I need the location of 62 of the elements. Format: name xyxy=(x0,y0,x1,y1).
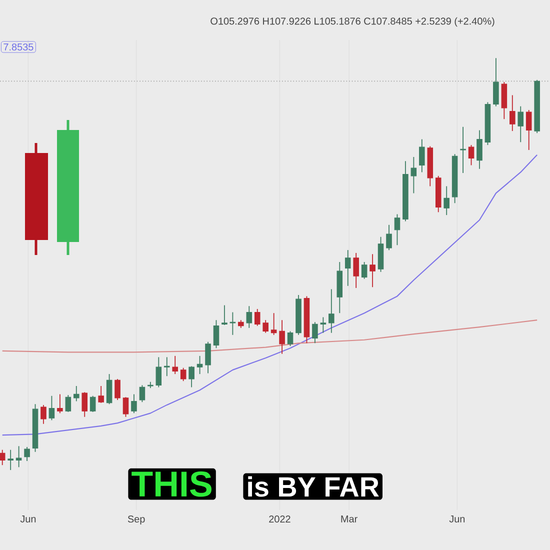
candlestick xyxy=(526,110,532,150)
text: THIS xyxy=(132,471,212,497)
candlestick xyxy=(213,320,220,349)
candlestick xyxy=(254,308,260,326)
candlestick xyxy=(164,356,170,377)
candlestick xyxy=(262,320,268,334)
x-tick-label: Jun xyxy=(449,516,465,522)
candlestick xyxy=(287,330,294,346)
candlestick xyxy=(122,396,129,418)
candlestick xyxy=(444,186,450,216)
candlestick xyxy=(468,144,474,166)
candlestick xyxy=(370,254,376,288)
x-tick-label: Sep xyxy=(128,516,145,525)
candlestick xyxy=(328,288,334,334)
candlestick xyxy=(460,126,466,174)
candlestick xyxy=(106,374,112,405)
candlestick xyxy=(518,106,524,143)
candlestick xyxy=(57,394,63,414)
candlestick xyxy=(476,130,482,170)
candlestick xyxy=(410,156,417,194)
candlestick xyxy=(114,378,120,400)
candlestick xyxy=(230,312,236,336)
candlestick xyxy=(48,395,55,421)
candlestick xyxy=(172,355,178,374)
candlestick xyxy=(16,446,22,468)
candlestick xyxy=(320,316,326,334)
text: 7.8535 xyxy=(4,43,34,51)
candlestick xyxy=(0,449,6,466)
candlestick xyxy=(8,449,14,470)
candlestick xyxy=(394,214,400,246)
candlestick xyxy=(205,341,211,374)
candlestick xyxy=(246,306,252,328)
candlestick xyxy=(180,367,186,382)
text: O105.2976 H107.9226 L105.1876 C107.8485 +2.5239 (+2.40%) xyxy=(210,17,494,27)
candlestick xyxy=(82,392,88,418)
candlestick xyxy=(501,82,508,120)
candlestick xyxy=(139,384,146,403)
candlestick xyxy=(279,320,285,354)
candlestick xyxy=(344,250,351,286)
candlestick xyxy=(270,312,277,336)
candlestick xyxy=(90,395,96,412)
x-tick-label: Mar xyxy=(341,516,358,522)
candlestick xyxy=(188,366,194,388)
candlestick xyxy=(98,386,104,404)
candlestick xyxy=(312,322,318,344)
candlestick xyxy=(156,356,162,388)
candlestick xyxy=(74,386,80,402)
candlestick xyxy=(510,94,516,132)
candlestick xyxy=(222,304,228,326)
candlestick xyxy=(493,58,499,107)
x-tick-label: 2022 xyxy=(269,516,290,523)
candlestick xyxy=(40,404,46,424)
candlestick xyxy=(131,394,137,414)
candlestick xyxy=(386,224,392,251)
candlestick xyxy=(419,138,425,173)
candlestick xyxy=(353,252,359,288)
x-tick-label: Jun xyxy=(20,516,36,522)
candlestick xyxy=(24,446,30,462)
candlestick xyxy=(65,394,72,412)
text: is BY FAR xyxy=(248,476,379,497)
candlestick xyxy=(361,262,368,280)
candlestick xyxy=(196,355,203,374)
